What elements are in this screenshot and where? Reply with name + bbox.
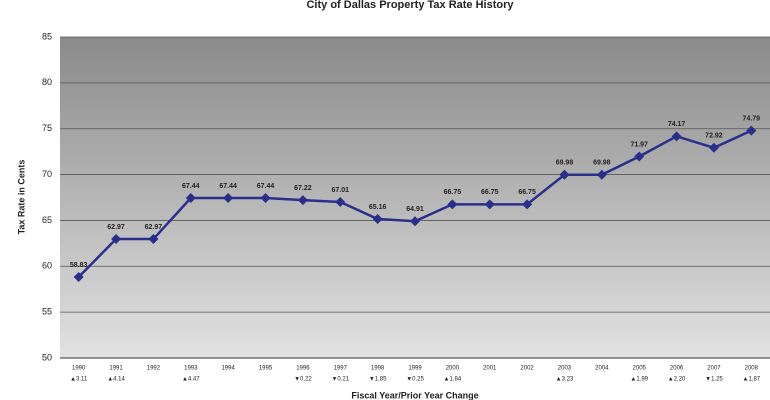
y-tick-label: 75: [42, 123, 52, 133]
marker: [559, 169, 570, 180]
x-tick-label: 2005: [633, 366, 647, 372]
x-tick-label: 2003: [558, 366, 572, 372]
data-label: 71.97: [630, 141, 648, 148]
chart-title: City of Dallas Property Tax Rate History: [306, 0, 514, 11]
marker: [634, 151, 645, 162]
x-tick-label: 2006: [670, 366, 684, 372]
marker: [447, 199, 458, 210]
marker: [484, 199, 495, 210]
x-tick-label: 2002: [520, 366, 534, 372]
marker: [185, 193, 196, 204]
x-tick-label: 1990: [72, 366, 86, 372]
plot-area: [60, 37, 770, 358]
x-tick-label: 1997: [334, 366, 348, 372]
change-label: ▲2.20: [668, 377, 686, 383]
marker: [372, 213, 383, 224]
x-tick-label: 2004: [595, 366, 609, 372]
data-label: 64.91: [406, 206, 424, 213]
data-label: 58.83: [70, 262, 88, 269]
change-label: ▲1.87: [743, 377, 761, 383]
data-label: 67.44: [182, 183, 200, 190]
data-label: 74.79: [743, 115, 761, 122]
data-label: 67.44: [219, 183, 237, 190]
data-label: 69.98: [593, 160, 611, 167]
marker: [708, 142, 719, 153]
y-tick-label: 85: [42, 31, 52, 41]
data-label: 62.97: [145, 224, 163, 231]
x-tick-label: 1994: [221, 366, 235, 372]
y-tick-label: 80: [42, 77, 52, 87]
y-tick-label: 50: [42, 352, 52, 362]
marker: [522, 199, 533, 210]
change-label: ▲3.23: [556, 377, 574, 383]
change-label: ▼0.25: [406, 377, 424, 383]
x-tick-label: 1991: [109, 366, 123, 372]
x-tick-label: 2000: [446, 366, 460, 372]
change-label: ▼0.22: [294, 377, 312, 383]
y-tick-label: 65: [42, 215, 52, 225]
x-tick-label: 1996: [296, 366, 310, 372]
x-tick-label: 1993: [184, 366, 198, 372]
y-tick-label: 55: [42, 307, 52, 317]
data-label: 67.22: [294, 185, 312, 192]
y-axis-title: Tax Rate in Cents: [16, 160, 26, 235]
data-label: 74.17: [668, 121, 686, 128]
marker: [335, 196, 346, 207]
change-label: ▲3.11: [70, 377, 88, 383]
change-label: ▼1.85: [369, 377, 387, 383]
marker: [671, 131, 682, 142]
data-label: 66.75: [518, 189, 536, 196]
marker: [73, 272, 84, 283]
marker: [111, 234, 122, 245]
x-tick-label: 2007: [707, 366, 721, 372]
y-tick-label: 60: [42, 261, 52, 271]
marker: [596, 169, 607, 180]
x-tick-label: 1998: [371, 366, 385, 372]
x-tick-label: 2001: [483, 366, 497, 372]
data-label: 67.44: [257, 183, 275, 190]
y-tick-label: 70: [42, 169, 52, 179]
marker: [746, 125, 757, 136]
change-label: ▲1.99: [630, 377, 648, 383]
data-label: 67.01: [331, 187, 349, 194]
marker: [223, 193, 234, 204]
change-label: ▲1.84: [444, 377, 462, 383]
data-label: 72.92: [705, 133, 723, 140]
data-label: 66.75: [481, 189, 499, 196]
change-label: ▲4.14: [107, 377, 125, 383]
x-tick-label: 1999: [408, 366, 422, 372]
marker: [297, 195, 308, 206]
x-tick-label: 2008: [745, 366, 759, 372]
marker: [148, 234, 159, 245]
data-label: 62.97: [107, 224, 125, 231]
x-tick-label: 1995: [259, 366, 273, 372]
x-tick-label: 1992: [147, 366, 161, 372]
x-axis-title: Fiscal Year/Prior Year Change: [351, 390, 478, 400]
change-label: ▲4.47: [182, 377, 200, 383]
marker: [410, 216, 420, 227]
change-label: ▼0.21: [331, 377, 349, 383]
data-label: 66.75: [444, 189, 462, 196]
data-label: 69.98: [556, 160, 574, 167]
data-label: 65.16: [369, 204, 387, 211]
marker: [260, 193, 271, 204]
change-label: ▼1.25: [705, 377, 723, 383]
